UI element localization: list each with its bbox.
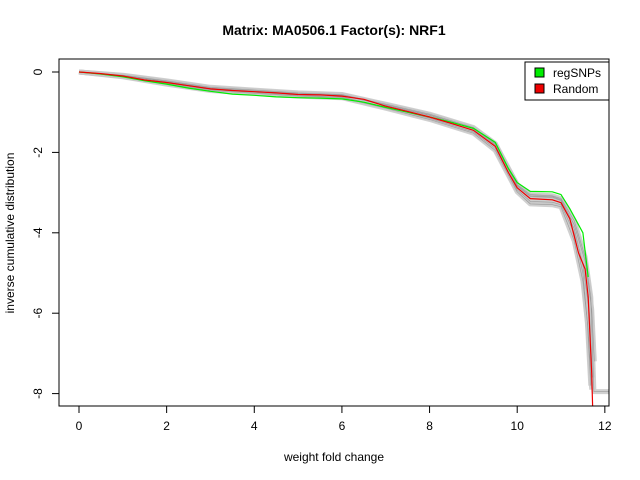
- series-line-random: [78, 71, 594, 406]
- y-tick-label: -4: [31, 227, 45, 238]
- random-band-lines: [78, 69, 609, 395]
- series-line-regsnps: [78, 71, 589, 278]
- legend-swatch-random: [534, 83, 545, 94]
- legend-box: [524, 61, 610, 101]
- band-outline-1: [78, 71, 592, 390]
- plot-border: [58, 58, 610, 407]
- band-outline-2: [78, 71, 593, 378]
- band-line-3: [78, 69, 594, 386]
- band-line-1: [78, 69, 595, 390]
- legend: regSNPs Random: [524, 61, 610, 101]
- x-tick-label: 10: [511, 419, 525, 433]
- y-tick-label: 0: [31, 68, 45, 75]
- legend-swatch-regsnps: [534, 67, 545, 78]
- x-axis-label: weight fold change: [283, 450, 384, 464]
- x-tick-label: 6: [339, 419, 346, 433]
- band-line-2: [78, 69, 596, 378]
- legend-label-regsnps: regSNPs: [553, 66, 601, 80]
- x-tick-label: 0: [76, 419, 83, 433]
- series-lines: [78, 71, 594, 406]
- y-tick-label: -2: [31, 147, 45, 158]
- band-line-4: [78, 69, 597, 362]
- axes: 0 2 4 6 8 10 12 0 -2 -4 -6 -8: [31, 68, 612, 433]
- x-tick-label: 2: [163, 419, 170, 433]
- legend-label-random: Random: [553, 82, 598, 96]
- y-tick-label: -6: [31, 308, 45, 319]
- x-tick-label: 8: [426, 419, 433, 433]
- x-tick-label: 4: [251, 419, 258, 433]
- band-outline-0: [78, 71, 609, 392]
- band-outline-4: [78, 71, 595, 362]
- y-axis-label: inverse cumulative distribution: [3, 153, 17, 314]
- chart-title: Matrix: MA0506.1 Factor(s): NRF1: [222, 22, 445, 38]
- x-tick-label: 12: [598, 419, 612, 433]
- band-line-0: [78, 69, 609, 395]
- band-outline-3: [78, 71, 592, 386]
- y-tick-label: -8: [31, 388, 45, 399]
